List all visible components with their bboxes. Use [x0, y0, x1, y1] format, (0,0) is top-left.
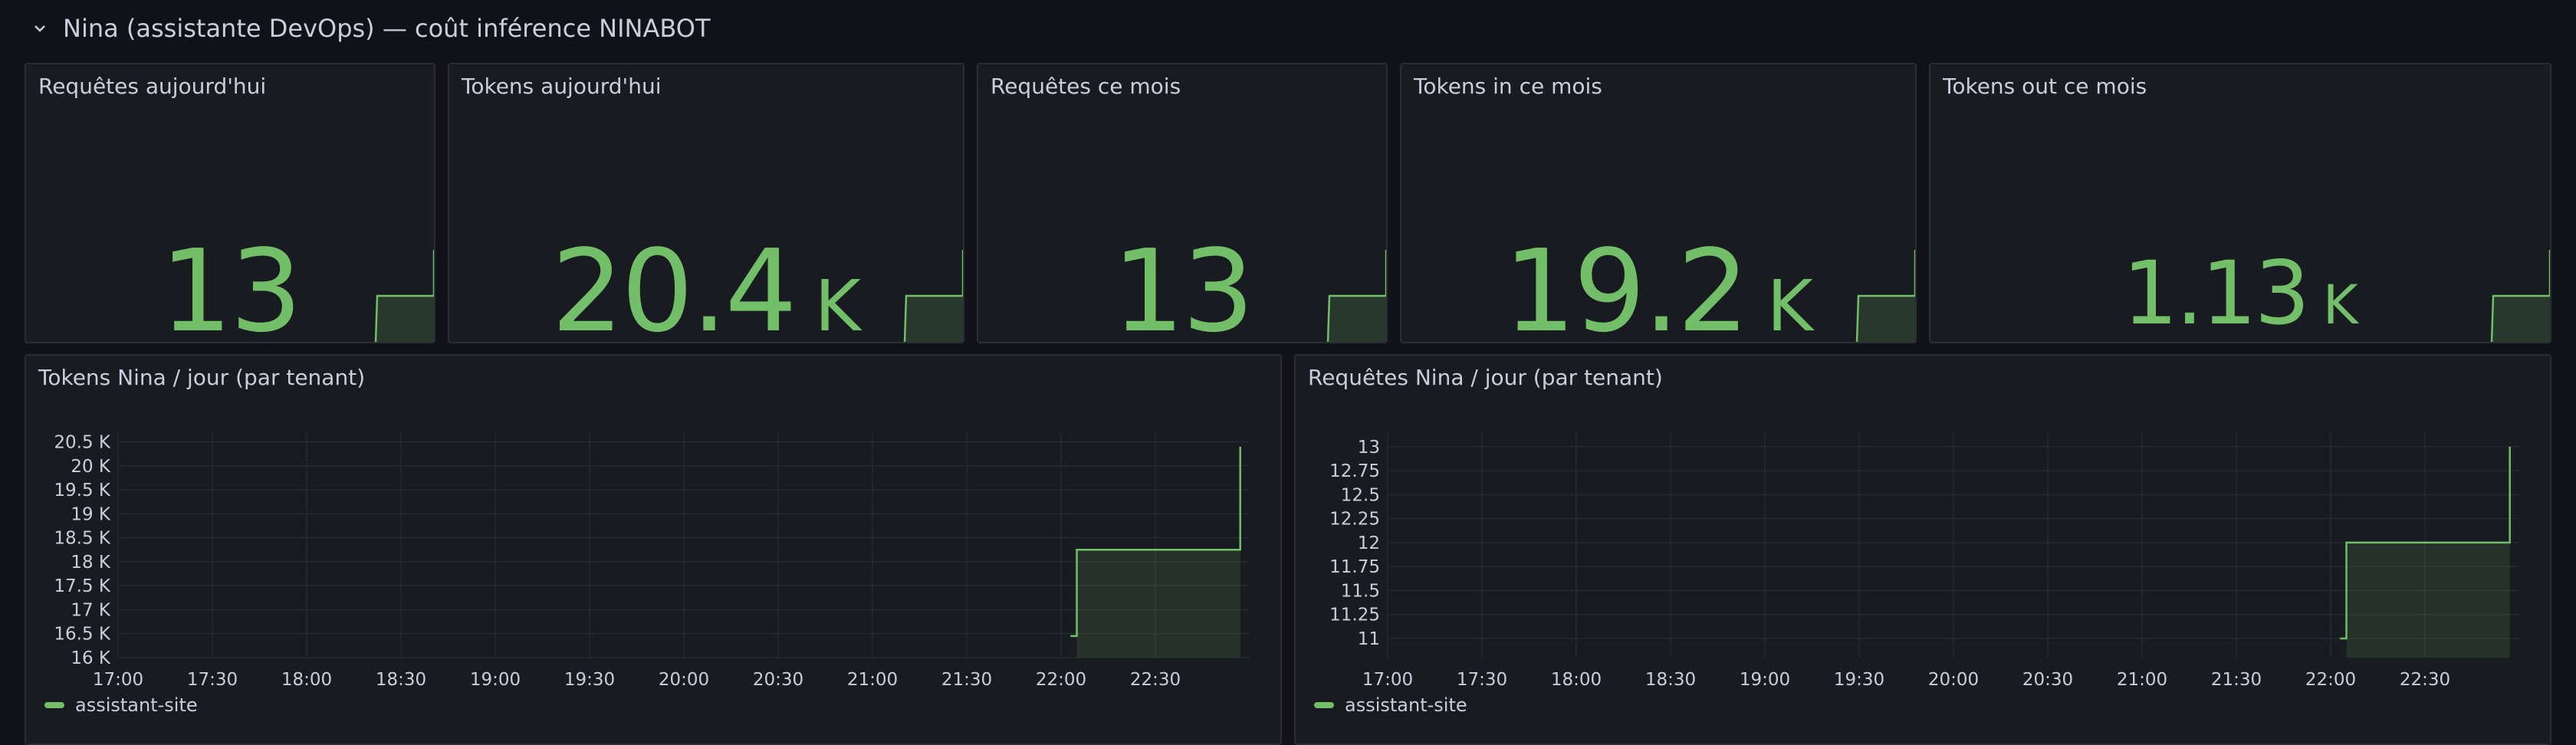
- stat-unit: K: [1766, 265, 1813, 343]
- x-tick-label: 17:30: [1457, 670, 1507, 690]
- panel-title: Tokens aujourd'hui: [462, 74, 662, 99]
- stat-number: 20.4: [551, 225, 797, 343]
- x-tick-label: 21:00: [2117, 670, 2167, 690]
- y-tick-label: 20 K: [71, 457, 111, 477]
- stat-number: 13: [159, 225, 302, 343]
- y-tick-label: 18 K: [71, 553, 111, 573]
- legend-swatch: [44, 702, 64, 708]
- y-tick-label: 12.75: [1329, 461, 1380, 481]
- stat-panel-requetes-aujourdhui[interactable]: Requêtes aujourd'hui 13: [25, 63, 435, 343]
- timeseries-panel-tokens[interactable]: Tokens Nina / jour (par tenant) 17:00 17:…: [25, 354, 1282, 745]
- y-tick-label: 11.75: [1329, 557, 1380, 577]
- y-tick-label: 12.5: [1341, 485, 1380, 505]
- stat-number: 1.13: [2122, 242, 2310, 343]
- x-tick-label: 19:00: [1740, 670, 1790, 690]
- x-tick-label: 21:30: [941, 670, 992, 690]
- x-tick-label: 18:00: [1551, 670, 1602, 690]
- panel-title: Requêtes aujourd'hui: [38, 74, 267, 99]
- y-tick-label: 13: [1358, 438, 1380, 458]
- y-tick-label: 19.5 K: [54, 481, 111, 500]
- y-tick-label: 17.5 K: [54, 576, 111, 596]
- stat-panel-tokens-aujourdhui[interactable]: Tokens aujourd'hui 20.4 K: [448, 63, 964, 343]
- y-tick-label: 11.5: [1341, 581, 1380, 601]
- sparkline-line: [1326, 250, 1386, 342]
- sparkline-line: [2490, 250, 2550, 342]
- y-tick-label: 17 K: [71, 600, 111, 620]
- x-tick-label: 22:00: [2305, 670, 2356, 690]
- y-tick-label: 18.5 K: [54, 529, 111, 549]
- x-tick-label: 21:30: [2211, 670, 2262, 690]
- x-tick-label: 17:30: [187, 670, 238, 690]
- sparkline-line: [1855, 250, 1915, 342]
- sparkline: [1326, 250, 1386, 342]
- stat-value: 13: [978, 225, 1386, 343]
- y-tick-label: 12.25: [1329, 510, 1380, 530]
- y-tick-label: 16 K: [71, 648, 111, 668]
- x-tick-label: 22:30: [2400, 670, 2450, 690]
- stat-number: 13: [1112, 225, 1254, 343]
- dashboard-row-header[interactable]: Nina (assistante DevOps) — coût inférenc…: [31, 9, 711, 48]
- sparkline: [2490, 250, 2550, 342]
- y-tick-label: 11: [1358, 629, 1380, 649]
- legend-label: assistant-site: [75, 694, 198, 716]
- series-line-assistant-site[interactable]: [1070, 446, 1241, 638]
- panel-title: Tokens Nina / jour (par tenant): [38, 365, 366, 390]
- x-tick-label: 19:30: [1834, 670, 1884, 690]
- x-tick-label: 20:30: [2022, 670, 2073, 690]
- stat-panel-tokens-out-ce-mois[interactable]: Tokens out ce mois 1.13 K: [1929, 63, 2551, 343]
- sparkline: [903, 250, 963, 342]
- timeseries-chart: 17:00 17:30 18:00 18:30 19:00 19:30 20:00 20:30…: [54, 432, 1250, 690]
- timeseries-panel-requetes[interactable]: Requêtes Nina / jour (par tenant) 17:00 1…: [1294, 354, 2551, 745]
- chevron-down-icon[interactable]: [31, 19, 49, 38]
- panel-title: Requêtes ce mois: [991, 74, 1181, 99]
- panel-title: Requêtes Nina / jour (par tenant): [1308, 365, 1663, 390]
- sparkline-line: [903, 250, 963, 342]
- series-area-assistant-site: [2346, 446, 2510, 658]
- sparkline-line: [374, 250, 434, 342]
- x-tick-label: 17:00: [93, 670, 143, 690]
- legend-swatch: [1314, 702, 1334, 708]
- x-tick-label: 22:30: [1130, 670, 1181, 690]
- x-tick-label: 22:00: [1036, 670, 1086, 690]
- y-tick-label: 16.5 K: [54, 625, 111, 645]
- x-tick-label: 20:00: [1928, 670, 1979, 690]
- stat-value: 19.2 K: [1401, 225, 1915, 343]
- panel-title: Tokens in ce mois: [1414, 74, 1602, 99]
- x-tick-label: 19:30: [564, 670, 615, 690]
- stat-panel-requetes-ce-mois[interactable]: Requêtes ce mois 13: [977, 63, 1388, 343]
- stat-value: 20.4 K: [449, 225, 963, 343]
- legend[interactable]: assistant-site: [1314, 694, 1467, 716]
- x-tick-label: 19:00: [470, 670, 521, 690]
- stat-value: 1.13 K: [1930, 242, 2550, 343]
- sparkline: [1855, 250, 1915, 342]
- y-tick-label: 11.25: [1329, 606, 1380, 625]
- x-tick-label: 21:00: [847, 670, 898, 690]
- y-tick-label: 20.5 K: [54, 433, 111, 453]
- y-tick-label: 19 K: [71, 504, 111, 524]
- stat-unit: K: [2322, 274, 2358, 336]
- series-area-assistant-site: [1076, 446, 1240, 658]
- stat-number: 19.2: [1503, 225, 1750, 343]
- x-tick-label: 18:00: [281, 670, 332, 690]
- stat-panel-tokens-in-ce-mois[interactable]: Tokens in ce mois 19.2 K: [1400, 63, 1917, 343]
- row-title: Nina (assistante DevOps) — coût inférenc…: [63, 14, 711, 43]
- x-tick-label: 17:00: [1362, 670, 1413, 690]
- x-tick-label: 18:30: [376, 670, 426, 690]
- sparkline: [374, 250, 434, 342]
- panel-title: Tokens out ce mois: [1943, 74, 2147, 99]
- legend[interactable]: assistant-site: [44, 694, 198, 716]
- x-tick-label: 18:30: [1645, 670, 1696, 690]
- legend-label: assistant-site: [1345, 694, 1467, 716]
- x-tick-label: 20:30: [753, 670, 803, 690]
- timeseries-chart: 17:00 17:30 18:00 18:30 19:00 19:30 20:00 20:30…: [1329, 432, 2519, 690]
- x-tick-label: 20:00: [659, 670, 709, 690]
- y-tick-label: 12: [1358, 533, 1380, 553]
- stat-unit: K: [814, 265, 861, 343]
- stat-value: 13: [26, 225, 434, 343]
- series-line-assistant-site[interactable]: [2340, 446, 2511, 640]
